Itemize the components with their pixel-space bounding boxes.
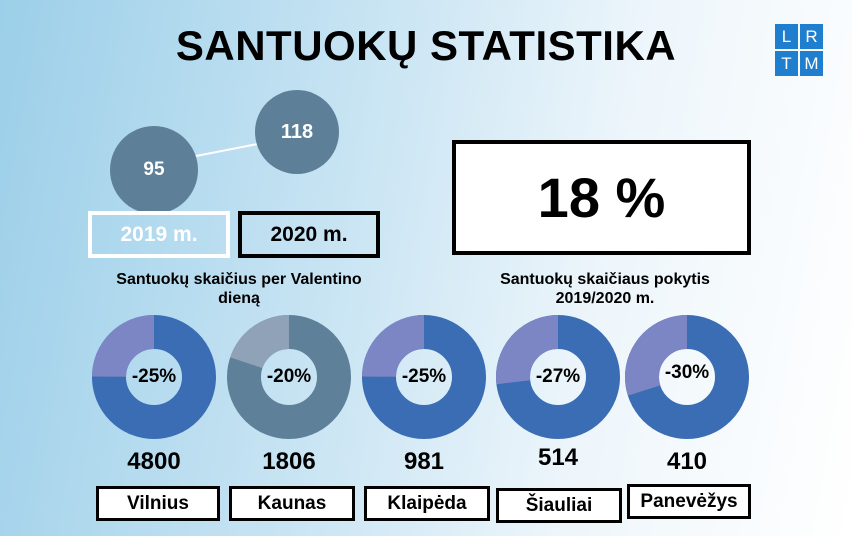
siauliai-city-label: Šiauliai — [496, 488, 622, 523]
klaipeda-change-label: -25% — [401, 366, 447, 387]
vilnius-change-label: -25% — [131, 366, 177, 387]
siauliai-donut — [496, 315, 620, 439]
klaipeda-count: 981 — [403, 448, 445, 475]
panevezys-city-label: Panevėžys — [627, 484, 751, 519]
klaipeda-city-label: Klaipėda — [364, 486, 490, 521]
year-2019-box: 2019 m. — [88, 211, 230, 258]
percent-change-box: 18 % — [452, 140, 751, 255]
panevezys-count: 410 — [666, 448, 708, 475]
bubble-connector-line — [195, 142, 261, 157]
kaunas-change-label: -20% — [266, 366, 312, 387]
donut-change-wedge — [227, 315, 351, 439]
siauliai-count: 514 — [537, 444, 579, 471]
logo-letter: T — [775, 51, 798, 76]
logo-letter: L — [775, 24, 798, 49]
klaipeda-donut — [362, 315, 486, 439]
valentine-count-caption: Santuokų skaičius per Valentino dieną — [116, 271, 362, 307]
siauliai-change-label: -27% — [535, 366, 581, 387]
vilnius-count: 4800 — [127, 448, 181, 475]
kaunas-donut — [227, 315, 351, 439]
panevezys-change-label: -30% — [664, 362, 710, 383]
year-2020-box: 2020 m. — [238, 211, 380, 258]
vilnius-city-label: Vilnius — [96, 486, 220, 521]
donut-main-ring — [362, 315, 486, 439]
donut-change-wedge — [625, 315, 749, 439]
logo-letter: R — [800, 24, 823, 49]
vilnius-donut — [92, 315, 216, 439]
kaunas-count: 1806 — [262, 448, 316, 475]
donut-main-ring — [92, 315, 216, 439]
bubble-2019-value: 95 — [110, 126, 198, 214]
donut-change-wedge — [496, 315, 620, 439]
kaunas-city-label: Kaunas — [229, 486, 355, 521]
page-title: SANTUOKŲ STATISTIKA — [175, 22, 677, 69]
panevezys-donut — [625, 315, 749, 439]
bubble-2020-value: 118 — [255, 90, 339, 174]
logo-letter: M — [800, 51, 823, 76]
lrtm-logo: L R T M — [775, 24, 823, 76]
change-caption: Santuokų skaičiaus pokytis 2019/2020 m. — [500, 271, 710, 307]
